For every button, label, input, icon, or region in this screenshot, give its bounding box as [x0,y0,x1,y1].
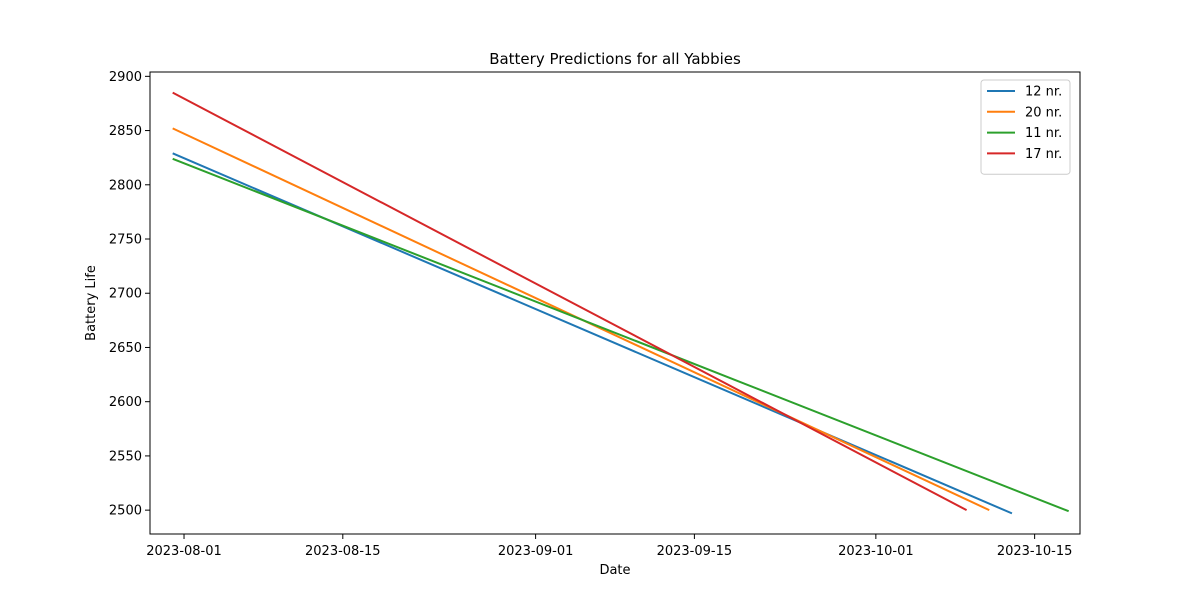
y-tick-label: 2900 [109,70,142,85]
legend-box [980,79,1071,175]
x-tick-label: 2023-09-01 [498,544,574,559]
y-axis: 2500 2550 2600 2650 2700 2750 2800 2850 2900 [109,70,150,519]
y-tick-label: 2850 [109,124,142,139]
y-tick-label: 2750 [109,233,142,248]
x-tick-label: 2023-10-01 [838,544,914,559]
legend-label-2: 20 nr. [1025,105,1062,120]
x-tick-label: 2023-10-15 [997,544,1073,559]
plot-frame [149,71,1081,535]
x-tick-label: 2023-08-01 [146,544,222,559]
legend-label-3: 11 nr. [1025,126,1062,141]
series-layer [172,91,1070,515]
legend-label-4: 17 nr. [1025,147,1062,162]
y-tick-label: 2800 [109,178,142,193]
series-line-3 [172,157,1070,513]
x-tick-label: 2023-09-15 [657,544,733,559]
y-tick-label: 2550 [109,449,142,464]
y-axis-label: Battery Life [84,265,99,341]
x-tick-label: 2023-08-15 [305,544,381,559]
y-tick-label: 2650 [109,341,142,356]
x-axis: 2023-08-01 2023-08-15 2023-09-01 2023-09-15… [146,534,1072,559]
x-axis-label: Date [599,563,630,578]
y-tick-label: 2600 [109,395,142,410]
legend: 12 nr. 20 nr. 11 nr. 17 nr. [980,79,1071,175]
y-tick-label: 2700 [109,287,142,302]
y-tick-label: 2500 [109,504,142,519]
legend-label-1: 12 nr. [1025,85,1062,100]
chart-title: Battery Predictions for all Yabbies [489,50,741,68]
series-line-4 [172,91,968,512]
